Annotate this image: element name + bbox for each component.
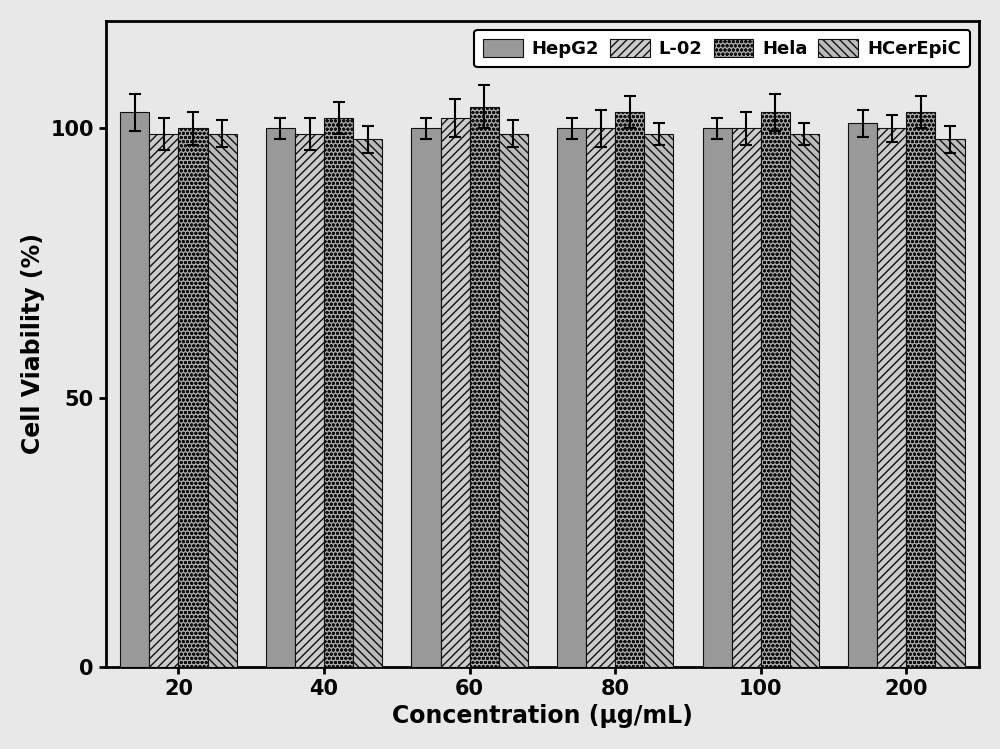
- Bar: [848, 123, 877, 667]
- Bar: [499, 134, 528, 667]
- Bar: [761, 112, 790, 667]
- Bar: [732, 129, 761, 667]
- Bar: [178, 129, 208, 667]
- Bar: [703, 129, 732, 667]
- Bar: [208, 134, 237, 667]
- Bar: [295, 134, 324, 667]
- Y-axis label: Cell Viability (%): Cell Viability (%): [21, 234, 45, 455]
- X-axis label: Concentration (μg/mL): Concentration (μg/mL): [392, 704, 693, 728]
- Bar: [120, 112, 149, 667]
- Bar: [266, 129, 295, 667]
- Bar: [411, 129, 441, 667]
- Bar: [615, 112, 644, 667]
- Bar: [790, 134, 819, 667]
- Bar: [324, 118, 353, 667]
- Bar: [470, 107, 499, 667]
- Bar: [906, 112, 935, 667]
- Bar: [441, 118, 470, 667]
- Legend: HepG2, L-02, Hela, HCerEpiC: HepG2, L-02, Hela, HCerEpiC: [474, 30, 970, 67]
- Bar: [644, 134, 673, 667]
- Bar: [557, 129, 586, 667]
- Bar: [877, 129, 906, 667]
- Bar: [353, 139, 382, 667]
- Bar: [935, 139, 965, 667]
- Bar: [149, 134, 178, 667]
- Bar: [586, 129, 615, 667]
